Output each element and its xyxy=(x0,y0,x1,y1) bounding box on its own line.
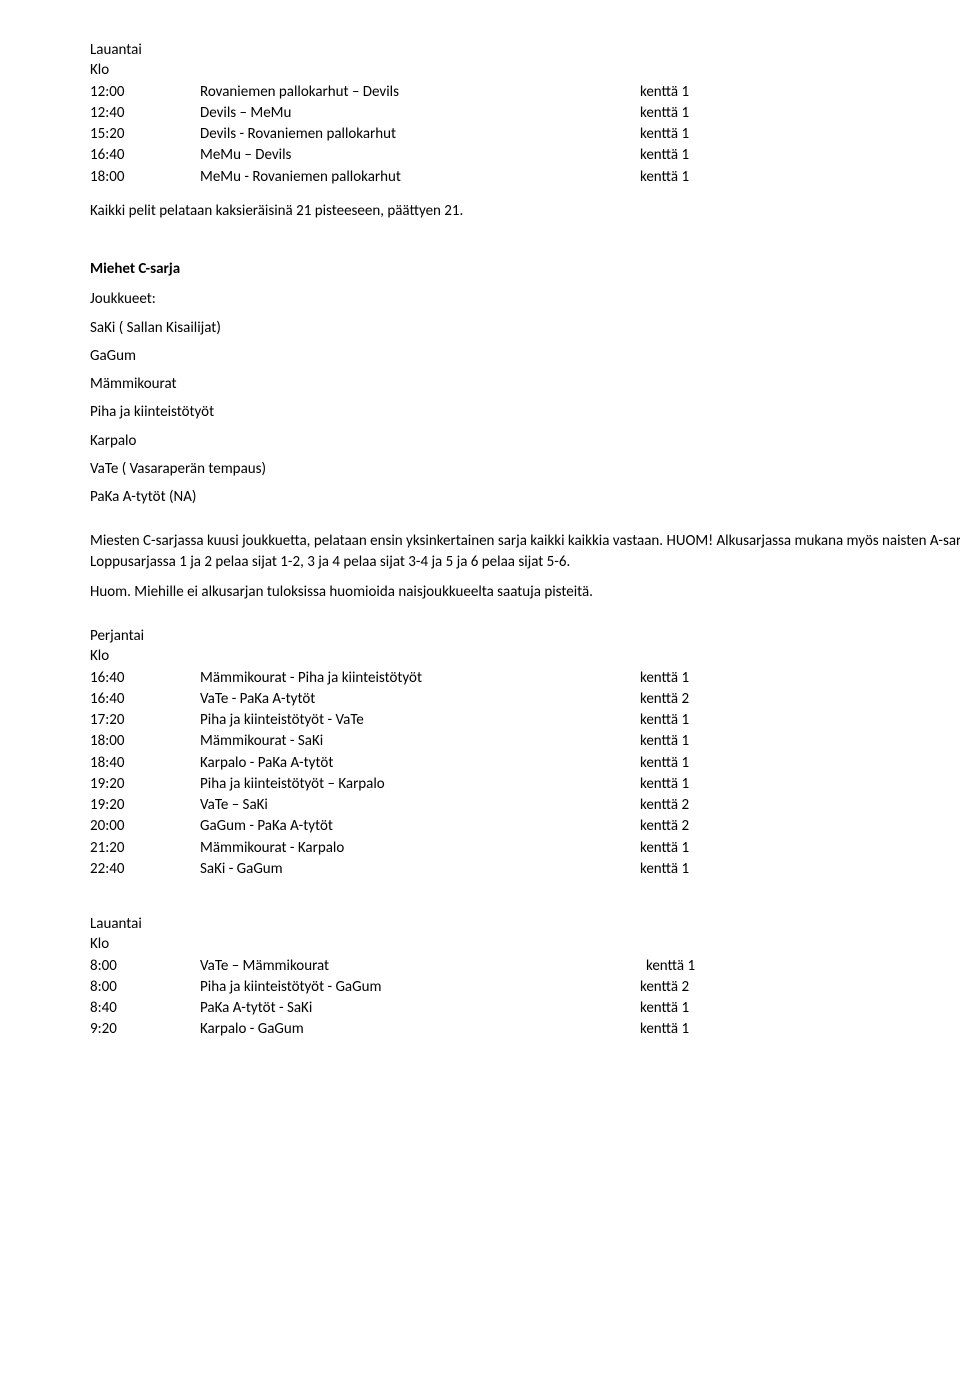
friday-time: 20:00 xyxy=(90,816,200,836)
friday-kentta: kenttä 1 xyxy=(640,710,689,730)
friday-time: 16:40 xyxy=(90,689,200,709)
team-item: Karpalo xyxy=(90,431,960,451)
saturday-kentta: kenttä 1 xyxy=(640,1019,689,1039)
friday-match: Mämmikourat - Piha ja kiinteistötyöt xyxy=(200,668,640,688)
friday-match: Karpalo - PaKa A-tytöt xyxy=(200,753,640,773)
saturday-match: Karpalo - GaGum xyxy=(200,1019,640,1039)
friday-row: 20:00GaGum - PaKa A-tytötkenttä 2 xyxy=(90,816,960,836)
top-match: Devils - Rovaniemen pallokarhut xyxy=(200,124,640,144)
friday-heading-klo: Klo xyxy=(90,646,960,666)
top-kentta: kenttä 1 xyxy=(640,103,689,123)
saturday-row: 9:20Karpalo - GaGumkenttä 1 xyxy=(90,1019,960,1039)
friday-time: 19:20 xyxy=(90,774,200,794)
top-heading-day: Lauantai xyxy=(90,40,960,60)
section-desc1: Miesten C-sarjassa kuusi joukkuetta, pel… xyxy=(90,531,960,572)
top-row: 16:40MeMu – Devilskenttä 1 xyxy=(90,145,960,165)
top-time: 12:40 xyxy=(90,103,200,123)
friday-match: Mämmikourat - SaKi xyxy=(200,731,640,751)
saturday-kentta: kenttä 1 xyxy=(640,998,689,1018)
team-item: PaKa A-tytöt (NA) xyxy=(90,487,960,507)
friday-kentta: kenttä 1 xyxy=(640,668,689,688)
friday-time: 18:40 xyxy=(90,753,200,773)
top-row: 12:00Rovaniemen pallokarhut – Devilskent… xyxy=(90,82,960,102)
saturday-time: 8:40 xyxy=(90,998,200,1018)
friday-row: 18:00Mämmikourat - SaKikenttä 1 xyxy=(90,731,960,751)
friday-heading-day: Perjantai xyxy=(90,626,960,646)
friday-match: GaGum - PaKa A-tytöt xyxy=(200,816,640,836)
top-kentta: kenttä 1 xyxy=(640,167,689,187)
saturday-heading-klo: Klo xyxy=(90,934,960,954)
friday-row: 21:20Mämmikourat - Karpalokenttä 1 xyxy=(90,838,960,858)
friday-time: 18:00 xyxy=(90,731,200,751)
team-item: Mämmikourat xyxy=(90,374,960,394)
saturday-row: 8:00Piha ja kiinteistötyöt - GaGumkenttä… xyxy=(90,977,960,997)
top-kentta: kenttä 1 xyxy=(640,145,689,165)
friday-time: 17:20 xyxy=(90,710,200,730)
top-note: Kaikki pelit pelataan kaksieräisinä 21 p… xyxy=(90,201,960,221)
friday-kentta: kenttä 1 xyxy=(640,731,689,751)
saturday-match: Piha ja kiinteistötyöt - GaGum xyxy=(200,977,640,997)
top-heading-klo: Klo xyxy=(90,60,960,80)
team-item: SaKi ( Sallan Kisailijat) xyxy=(90,318,960,338)
team-item: Piha ja kiinteistötyöt xyxy=(90,402,960,422)
friday-kentta: kenttä 1 xyxy=(640,753,689,773)
friday-kentta: kenttä 2 xyxy=(640,689,689,709)
friday-rows: 16:40Mämmikourat - Piha ja kiinteistötyö… xyxy=(90,668,960,880)
top-time: 18:00 xyxy=(90,167,200,187)
friday-kentta: kenttä 1 xyxy=(640,859,689,879)
friday-row: 17:20Piha ja kiinteistötyöt - VaTekenttä… xyxy=(90,710,960,730)
top-time: 16:40 xyxy=(90,145,200,165)
saturday-kentta: kenttä 1 xyxy=(640,956,695,976)
saturday-rows: 8:00VaTe – Mämmikouratkenttä 18:00Piha j… xyxy=(90,956,960,1040)
top-time: 12:00 xyxy=(90,82,200,102)
saturday-row: 8:40PaKa A-tytöt - SaKikenttä 1 xyxy=(90,998,960,1018)
friday-kentta: kenttä 1 xyxy=(640,838,689,858)
top-match: MeMu - Rovaniemen pallokarhut xyxy=(200,167,640,187)
saturday-heading-day: Lauantai xyxy=(90,914,960,934)
friday-time: 16:40 xyxy=(90,668,200,688)
section-desc2: Huom. Miehille ei alkusarjan tuloksissa … xyxy=(90,582,960,602)
friday-time: 22:40 xyxy=(90,859,200,879)
friday-match: Piha ja kiinteistötyöt – Karpalo xyxy=(200,774,640,794)
saturday-row: 8:00VaTe – Mämmikouratkenttä 1 xyxy=(90,956,960,976)
saturday-time: 9:20 xyxy=(90,1019,200,1039)
top-row: 12:40Devils – MeMukenttä 1 xyxy=(90,103,960,123)
teams-label: Joukkueet: xyxy=(90,289,960,309)
friday-match: VaTe - PaKa A-tytöt xyxy=(200,689,640,709)
top-row: 18:00MeMu - Rovaniemen pallokarhutkenttä… xyxy=(90,167,960,187)
top-kentta: kenttä 1 xyxy=(640,82,689,102)
saturday-match: PaKa A-tytöt - SaKi xyxy=(200,998,640,1018)
friday-time: 21:20 xyxy=(90,838,200,858)
friday-kentta: kenttä 2 xyxy=(640,816,689,836)
friday-match: SaKi - GaGum xyxy=(200,859,640,879)
top-kentta: kenttä 1 xyxy=(640,124,689,144)
top-match: Rovaniemen pallokarhut – Devils xyxy=(200,82,640,102)
teams-list: SaKi ( Sallan Kisailijat) GaGum Mämmikoura… xyxy=(90,318,960,508)
friday-match: Mämmikourat - Karpalo xyxy=(200,838,640,858)
saturday-time: 8:00 xyxy=(90,956,200,976)
friday-time: 19:20 xyxy=(90,795,200,815)
friday-row: 22:40SaKi - GaGumkenttä 1 xyxy=(90,859,960,879)
friday-row: 16:40VaTe - PaKa A-tytötkenttä 2 xyxy=(90,689,960,709)
friday-row: 19:20Piha ja kiinteistötyöt – Karpaloken… xyxy=(90,774,960,794)
team-item: GaGum xyxy=(90,346,960,366)
top-time: 15:20 xyxy=(90,124,200,144)
friday-row: 19:20VaTe – SaKikenttä 2 xyxy=(90,795,960,815)
saturday-match: VaTe – Mämmikourat xyxy=(200,956,640,976)
top-match: Devils – MeMu xyxy=(200,103,640,123)
friday-row: 16:40Mämmikourat - Piha ja kiinteistötyö… xyxy=(90,668,960,688)
friday-kentta: kenttä 1 xyxy=(640,774,689,794)
friday-match: Piha ja kiinteistötyöt - VaTe xyxy=(200,710,640,730)
friday-kentta: kenttä 2 xyxy=(640,795,689,815)
top-row: 15:20Devils - Rovaniemen pallokarhutkent… xyxy=(90,124,960,144)
friday-match: VaTe – SaKi xyxy=(200,795,640,815)
saturday-time: 8:00 xyxy=(90,977,200,997)
friday-row: 18:40Karpalo - PaKa A-tytötkenttä 1 xyxy=(90,753,960,773)
top-match: MeMu – Devils xyxy=(200,145,640,165)
section-title: Miehet C-sarja xyxy=(90,259,960,279)
top-rows: 12:00Rovaniemen pallokarhut – Devilskent… xyxy=(90,82,960,187)
saturday-kentta: kenttä 2 xyxy=(640,977,689,997)
team-item: VaTe ( Vasaraperän tempaus) xyxy=(90,459,960,479)
